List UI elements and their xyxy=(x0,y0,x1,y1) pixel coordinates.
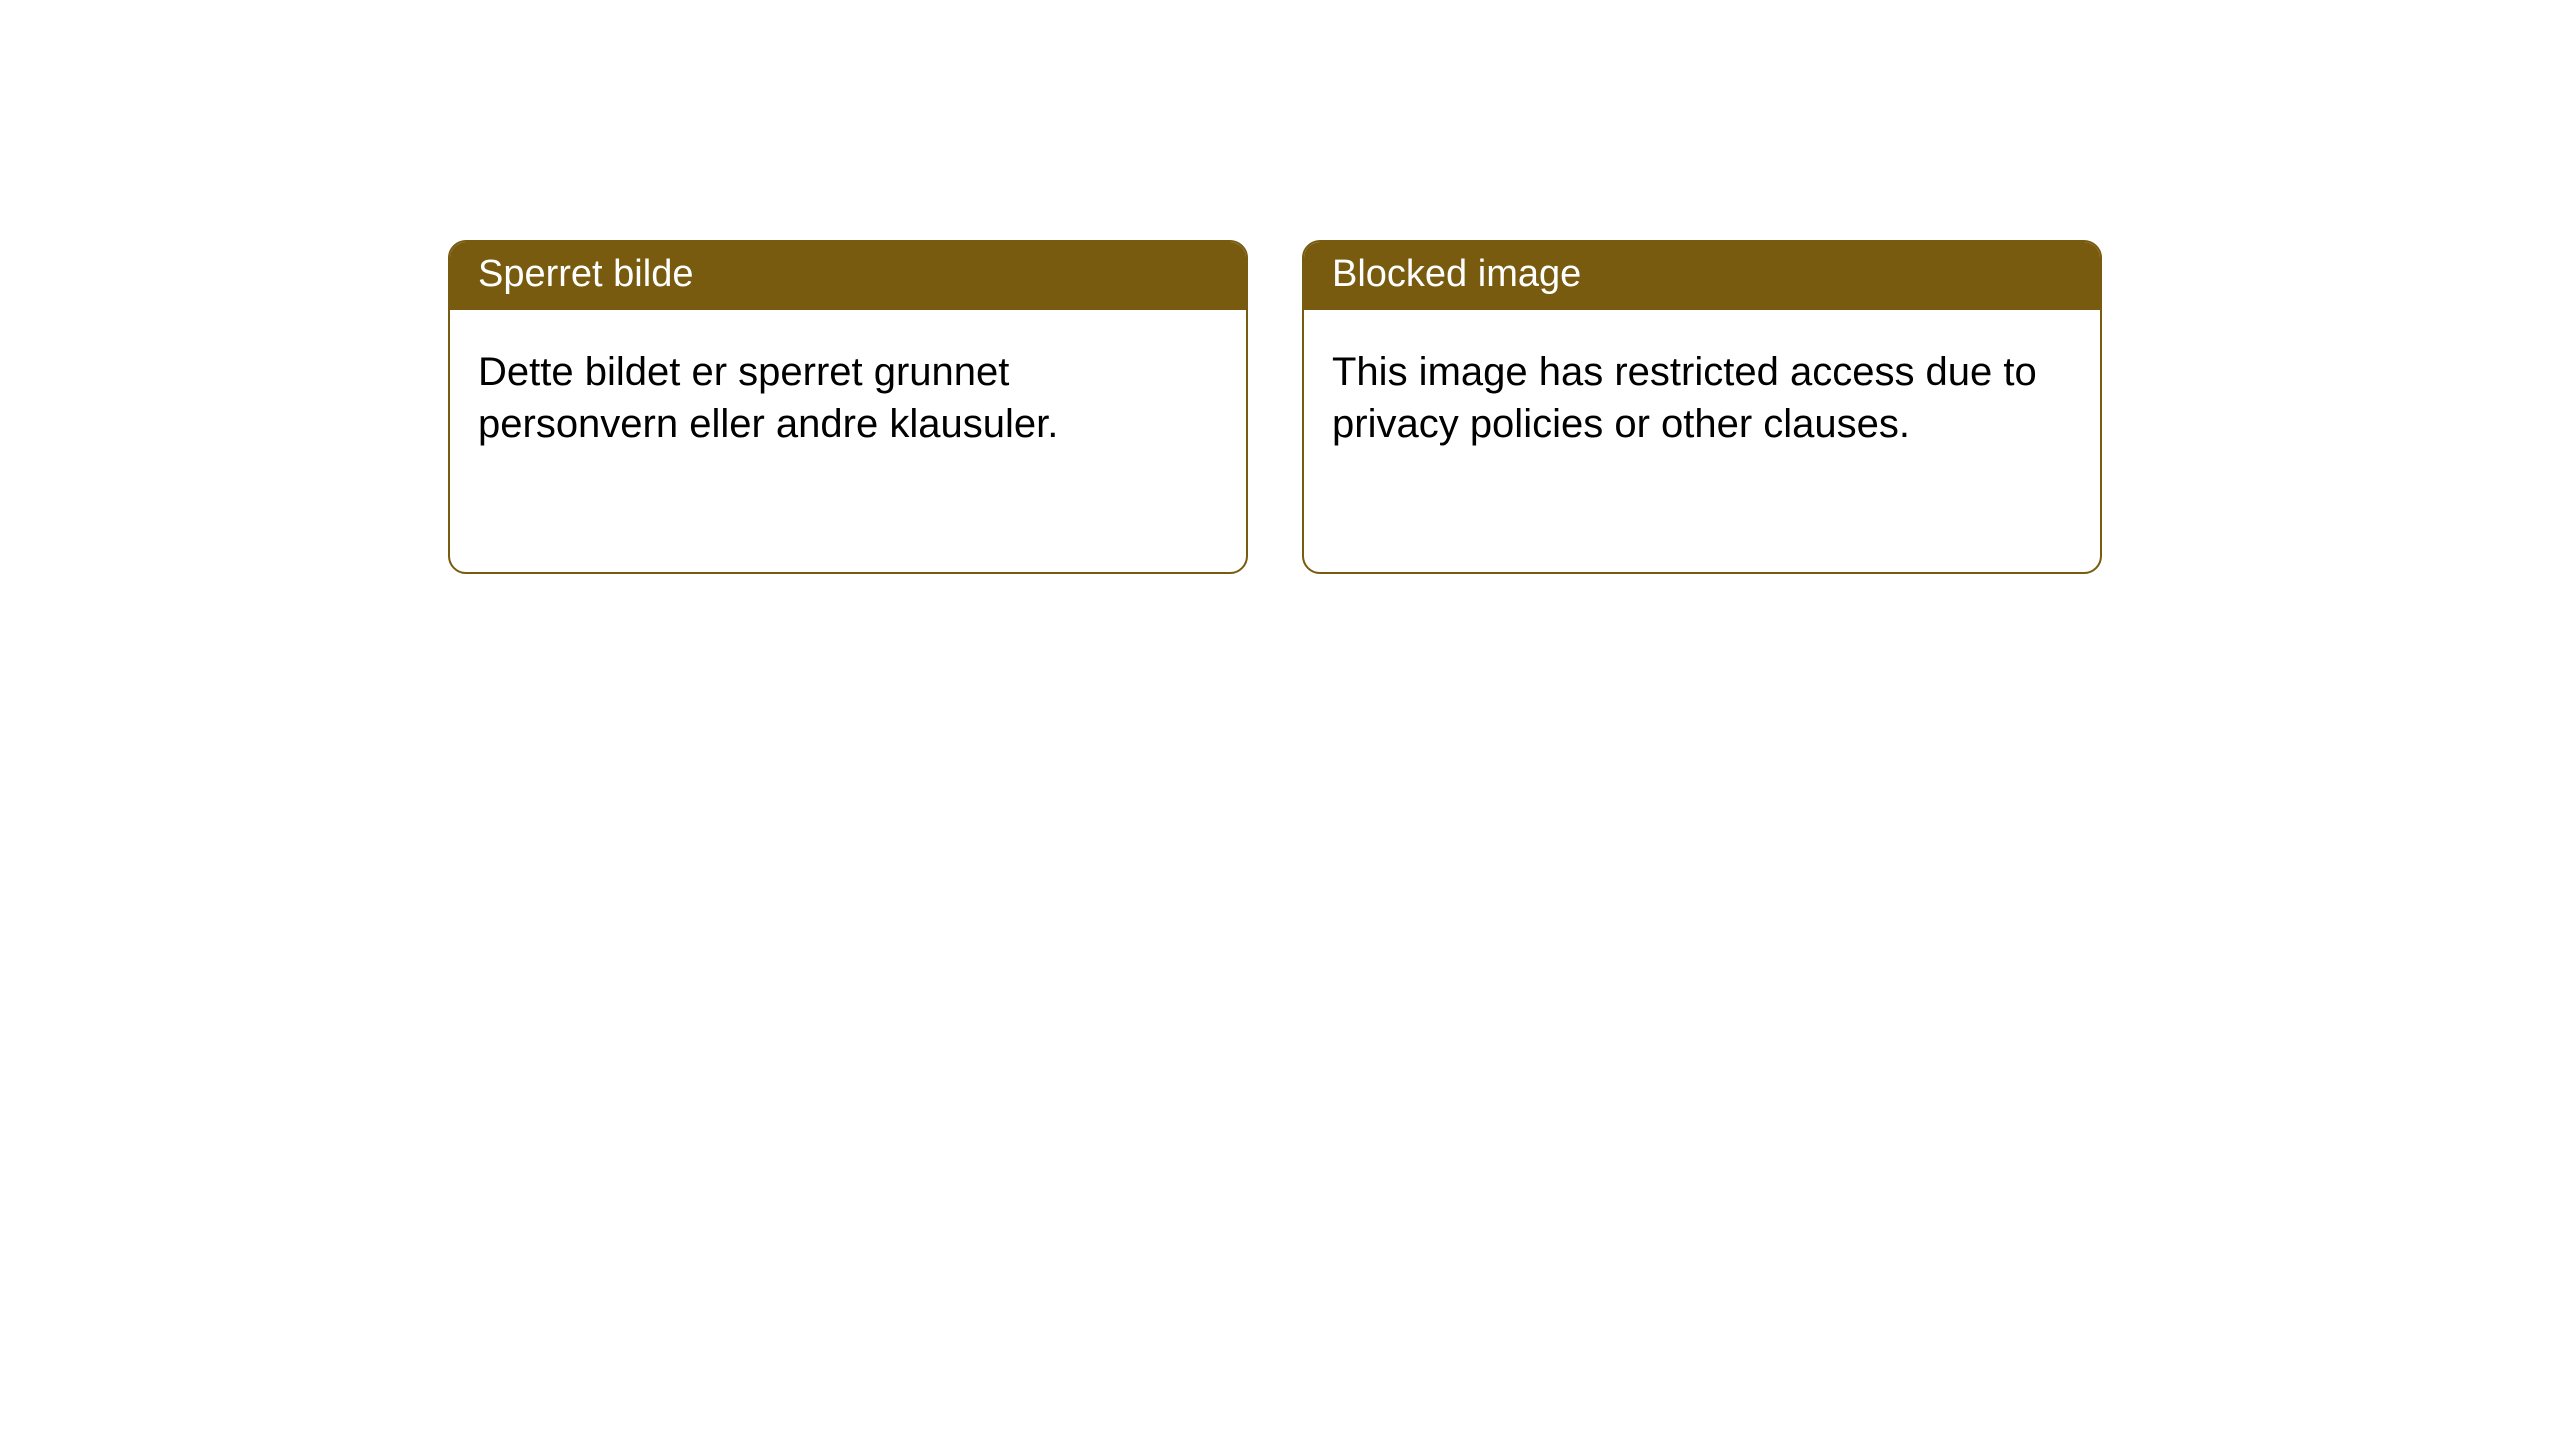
notice-card-body: Dette bildet er sperret grunnet personve… xyxy=(450,310,1246,486)
notice-card-body: This image has restricted access due to … xyxy=(1304,310,2100,486)
notice-card-norwegian: Sperret bilde Dette bildet er sperret gr… xyxy=(448,240,1248,574)
notice-card-title: Blocked image xyxy=(1304,242,2100,310)
notice-card-english: Blocked image This image has restricted … xyxy=(1302,240,2102,574)
notice-cards-container: Sperret bilde Dette bildet er sperret gr… xyxy=(0,0,2560,574)
notice-card-title: Sperret bilde xyxy=(450,242,1246,310)
